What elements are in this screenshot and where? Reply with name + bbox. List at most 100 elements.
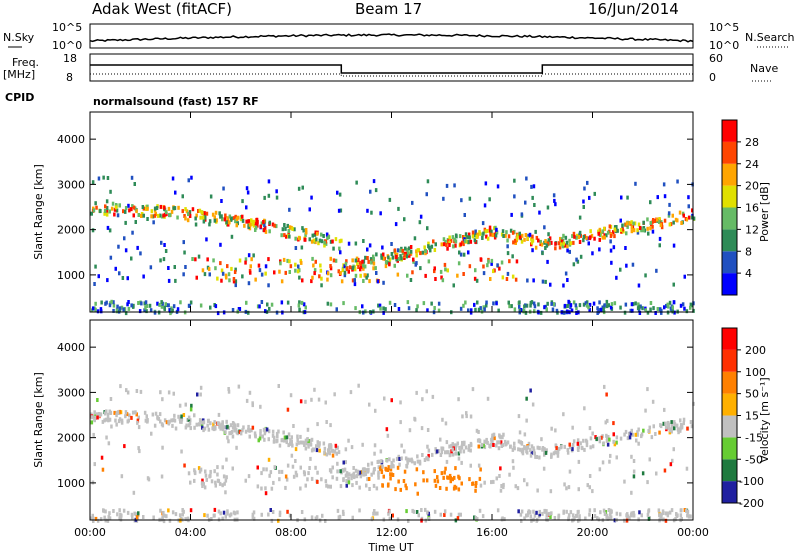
data-cell: [483, 439, 486, 444]
data-cell: [135, 209, 138, 214]
data-cell: [230, 234, 234, 239]
data-cell: [303, 443, 306, 447]
date-title: 16/Jun/2014: [588, 0, 679, 18]
data-cell: [367, 259, 370, 264]
data-cell: [557, 513, 561, 518]
data-cell: [364, 309, 367, 314]
data-cell: [221, 427, 225, 432]
data-cell: [94, 301, 97, 306]
data-cell: [203, 272, 207, 277]
data-cell: [528, 510, 532, 515]
data-cell: [381, 245, 384, 250]
data-cell: [538, 446, 541, 451]
data-cell: [369, 189, 372, 194]
data-cell: [545, 307, 548, 312]
data-cell: [526, 446, 529, 450]
data-cell: [637, 517, 640, 522]
data-cell: [329, 256, 332, 261]
data-cell: [355, 180, 358, 185]
data-cell: [93, 410, 96, 415]
data-cell: [598, 247, 601, 252]
data-cell: [512, 445, 516, 450]
data-cell: [621, 227, 624, 232]
data-cell: [370, 210, 373, 215]
colorbar-tick-label: 8: [745, 245, 752, 258]
data-cell: [427, 517, 431, 521]
data-cell: [115, 309, 119, 314]
data-cell: [292, 424, 295, 428]
data-cell: [486, 396, 490, 401]
data-cell: [252, 516, 256, 521]
data-cell: [117, 244, 120, 249]
colorbar-swatch: [722, 349, 737, 372]
data-cell: [441, 417, 444, 422]
data-cell: [311, 233, 314, 238]
data-cell: [478, 508, 482, 513]
data-cell: [569, 305, 572, 310]
data-cell: [532, 301, 536, 306]
data-cell: [566, 450, 570, 455]
data-cell: [406, 300, 410, 305]
data-cell: [188, 421, 192, 426]
data-cell: [636, 230, 640, 235]
data-cell: [575, 311, 578, 315]
data-cell: [273, 435, 276, 440]
data-cell: [217, 479, 221, 484]
data-cell: [548, 236, 552, 241]
data-cell: [160, 300, 163, 305]
data-cell: [288, 234, 291, 239]
data-cell: [331, 239, 334, 244]
data-cell: [242, 425, 245, 430]
freq-frame: [89, 53, 694, 82]
data-cell: [609, 305, 613, 310]
data-cell: [135, 512, 138, 517]
data-cell: [568, 469, 572, 474]
data-cell: [679, 303, 683, 308]
data-cell: [571, 443, 575, 447]
data-cell: [380, 255, 383, 260]
data-cell: [607, 303, 610, 308]
data-cell: [457, 261, 461, 266]
data-cell: [312, 263, 315, 268]
data-cell: [126, 302, 129, 307]
data-cell: [357, 265, 360, 269]
data-cell: [414, 482, 417, 487]
data-cell: [245, 219, 248, 224]
data-cell: [142, 274, 145, 279]
data-cell: [245, 186, 249, 191]
data-cell: [106, 176, 110, 180]
data-cell: [511, 459, 515, 464]
data-cell: [99, 209, 102, 213]
data-cell: [474, 229, 477, 234]
data-cell: [444, 421, 448, 426]
data-cell: [632, 513, 636, 518]
data-cell: [270, 518, 274, 523]
data-cell: [296, 438, 299, 442]
data-cell: [391, 255, 395, 260]
data-cell: [388, 457, 391, 462]
data-cell: [299, 399, 303, 404]
data-cell: [521, 447, 525, 452]
data-cell: [232, 510, 236, 515]
data-cell: [449, 512, 453, 517]
data-cell: [106, 225, 110, 230]
data-cell: [538, 455, 541, 460]
data-cell: [290, 435, 293, 440]
data-cell: [223, 481, 226, 486]
data-cell: [388, 509, 391, 514]
data-cell: [462, 303, 465, 308]
data-cell: [347, 269, 350, 274]
data-cell: [157, 416, 161, 421]
data-cell: [549, 282, 552, 287]
y-tick-label: 1000: [57, 269, 85, 282]
data-cell: [134, 410, 137, 415]
data-cell: [131, 230, 134, 235]
data-cell: [187, 471, 191, 476]
data-cell: [437, 301, 441, 306]
data-cell: [379, 306, 382, 311]
data-cell: [430, 301, 433, 306]
data-cell: [187, 212, 190, 216]
data-cell: [637, 427, 640, 432]
data-cell: [247, 310, 250, 315]
data-cell: [337, 515, 341, 520]
